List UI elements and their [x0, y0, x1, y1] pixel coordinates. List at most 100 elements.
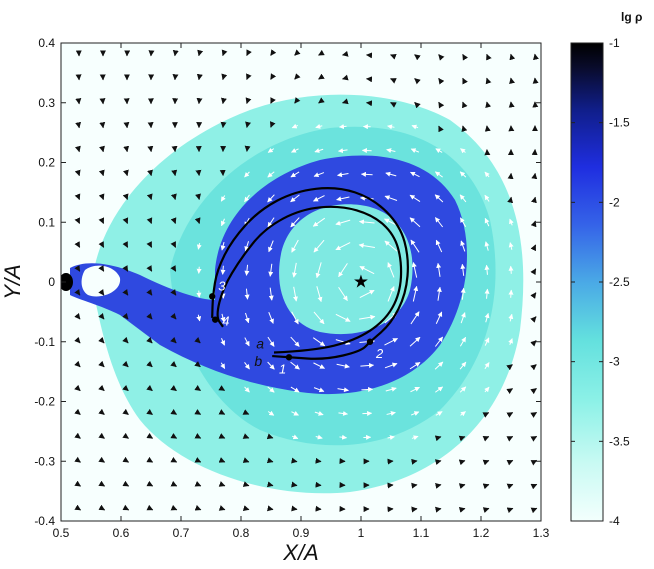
x-tick-label: 1.3 — [533, 526, 550, 540]
velocity-arrow — [170, 504, 178, 511]
velocity-arrow — [411, 435, 419, 441]
velocity-arrow — [531, 196, 537, 204]
velocity-arrow — [196, 314, 202, 322]
velocity-arrow — [530, 435, 538, 442]
velocity-arrow — [335, 339, 351, 346]
x-tick-label: 0.7 — [173, 526, 190, 540]
velocity-arrow — [508, 289, 514, 298]
velocity-arrow — [267, 410, 275, 416]
velocity-arrow — [268, 240, 274, 253]
velocity-arrow — [315, 262, 322, 279]
velocity-arrow — [74, 312, 81, 320]
velocity-arrow — [411, 458, 418, 465]
velocity-arrow — [291, 123, 299, 129]
velocity-arrow — [459, 386, 467, 393]
velocity-arrow — [410, 171, 420, 178]
velocity-arrow — [438, 101, 445, 109]
x-tick-label: 1 — [358, 526, 365, 540]
velocity-arrow — [506, 459, 514, 466]
velocity-arrow — [438, 125, 444, 133]
velocity-arrow — [268, 287, 274, 301]
velocity-arrow — [458, 483, 466, 489]
velocity-arrow — [74, 384, 81, 392]
trajectory-point-4 — [212, 316, 219, 323]
velocity-arrow — [409, 336, 421, 347]
velocity-arrow — [74, 169, 81, 177]
velocity-arrow — [218, 433, 226, 439]
velocity-arrow — [74, 456, 81, 463]
velocity-arrow — [220, 362, 226, 369]
velocity-arrow — [460, 240, 466, 252]
velocity-arrow — [242, 505, 250, 511]
velocity-arrow — [266, 433, 274, 440]
velocity-arrow — [218, 481, 226, 487]
velocity-arrow — [338, 287, 348, 302]
velocity-arrow — [122, 408, 129, 415]
velocity-arrow — [170, 241, 177, 248]
velocity-arrow — [291, 148, 299, 153]
velocity-arrow — [98, 480, 106, 487]
velocity-arrow — [506, 388, 514, 395]
velocity-arrow — [338, 410, 349, 416]
velocity-arrow — [267, 217, 275, 228]
y-tick-label: 0 — [48, 275, 55, 289]
velocity-arrow — [74, 336, 81, 344]
velocity-arrow — [435, 239, 443, 253]
velocity-arrow — [74, 145, 81, 153]
velocity-arrow — [146, 193, 153, 201]
velocity-arrow — [315, 434, 323, 440]
velocity-arrow — [459, 336, 467, 347]
velocity-arrow — [458, 435, 466, 442]
velocity-arrow — [361, 386, 374, 392]
velocity-arrow — [434, 217, 444, 228]
velocity-arrow — [246, 49, 252, 57]
trajectory-point-label: 2 — [375, 346, 384, 361]
trajectory-a — [216, 205, 403, 354]
trajectory-point-1 — [285, 354, 293, 361]
velocity-arrow — [98, 504, 106, 511]
velocity-arrow — [98, 384, 105, 392]
x-tick-label: 1.2 — [473, 526, 490, 540]
velocity-arrow — [268, 312, 274, 324]
velocity-arrow — [266, 481, 274, 488]
velocity-arrow — [313, 195, 325, 202]
velocity-arrow — [122, 504, 130, 511]
velocity-arrow — [508, 338, 513, 346]
velocity-arrow — [291, 311, 299, 325]
velocity-arrow — [194, 409, 202, 415]
velocity-arrow — [313, 362, 325, 369]
velocity-arrow — [122, 289, 129, 296]
velocity-arrow — [122, 432, 129, 439]
velocity-arrow — [409, 217, 421, 228]
velocity-arrow — [484, 288, 490, 299]
velocity-arrow — [74, 480, 82, 487]
velocity-arrow — [434, 336, 444, 347]
y-tick-label: -0.3 — [34, 454, 55, 468]
velocity-arrow — [170, 336, 177, 344]
velocity-arrow — [291, 434, 299, 440]
velocity-arrow — [99, 145, 105, 153]
y-tick-label: 0.3 — [38, 96, 55, 110]
velocity-arrow — [146, 480, 154, 487]
velocity-arrow — [410, 148, 420, 153]
velocity-arrow — [146, 360, 153, 368]
velocity-arrow — [336, 196, 350, 202]
velocity-arrow — [530, 244, 537, 252]
velocity-arrow — [74, 360, 81, 368]
velocity-arrow — [98, 336, 105, 344]
velocity-arrow — [358, 243, 375, 249]
velocity-field — [74, 49, 539, 514]
velocity-arrow — [146, 289, 153, 296]
velocity-arrow — [337, 148, 348, 154]
velocity-arrow — [244, 171, 250, 178]
velocity-arrow — [122, 265, 129, 272]
y-axis-label: Y/A — [0, 264, 25, 299]
velocity-arrow — [434, 482, 442, 489]
velocity-arrow — [146, 408, 153, 415]
colorbar: -1 -1.5 -2 -2.5 -3 -3.5 -4 lg ρ — [570, 10, 642, 528]
velocity-arrow — [313, 311, 325, 325]
velocity-arrow — [268, 263, 274, 277]
velocity-arrow — [315, 457, 322, 464]
trajectory-label-b: b — [254, 353, 262, 369]
velocity-arrow — [146, 456, 154, 463]
